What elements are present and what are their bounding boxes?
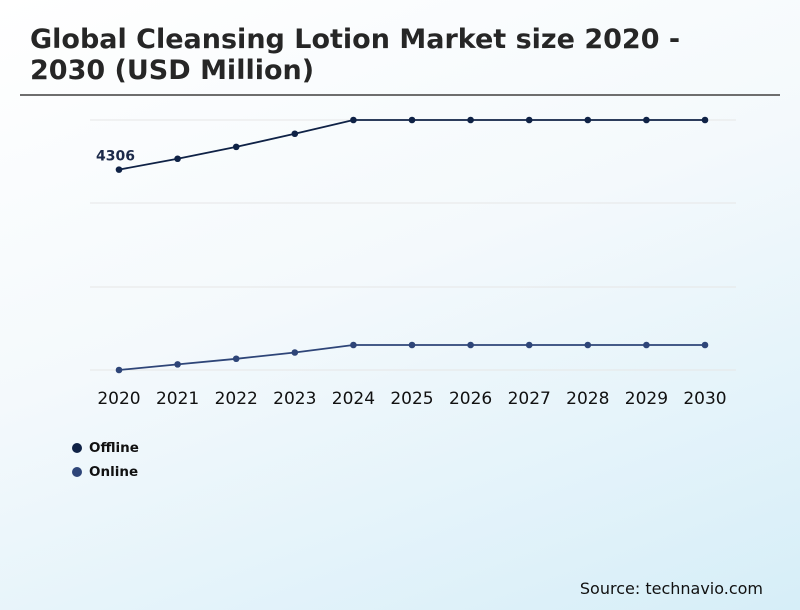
data-point-offline-2025 (408, 116, 416, 124)
x-tick-label-2025: 2025 (390, 389, 433, 409)
x-tick-label-2030: 2030 (683, 389, 726, 409)
data-point-offline-2021 (174, 155, 181, 163)
data-point-offline-2030 (701, 116, 709, 124)
data-point-offline-2026 (467, 116, 474, 124)
x-tick-label-2020: 2020 (97, 389, 140, 409)
line-chart: 4306 2020 2021 2022 2023 2024 2025 2026 2027 202… (90, 116, 736, 409)
series-lines (115, 116, 709, 374)
data-label-offline-2020: 4306 (96, 149, 135, 165)
data-point-online-2023 (291, 349, 299, 356)
x-tick-label-2026: 2026 (449, 389, 492, 409)
x-tick-label-2027: 2027 (508, 389, 551, 409)
data-point-offline-2023 (291, 130, 299, 138)
data-point-online-2022 (232, 355, 240, 363)
data-point-online-2028 (584, 341, 592, 349)
x-tick-label-2022: 2022 (215, 389, 258, 409)
x-tick-label-2029: 2029 (625, 389, 668, 409)
data-point-online-2021 (174, 361, 181, 368)
source-credit: Source: technavio.com (579, 579, 763, 598)
data-point-online-2029 (643, 341, 650, 349)
legend-label-offline: Offline (89, 440, 139, 456)
series-line-online (118, 344, 705, 371)
data-point-offline-2020 (115, 166, 123, 173)
data-point-online-2025 (408, 341, 416, 349)
legend-label-online: Online (89, 464, 139, 480)
data-point-offline-2029 (643, 116, 650, 124)
legend-item-offline[interactable]: Offline (72, 436, 139, 460)
series-line-offline (118, 119, 705, 171)
data-labels: 4306 (96, 149, 135, 165)
x-axis-tick-labels: 2020 2021 2022 2023 2024 2025 2026 2027 2028 2029… (97, 389, 726, 409)
data-point-online-2020 (115, 366, 123, 374)
x-tick-label-2023: 2023 (273, 389, 316, 409)
legend-swatch-online (72, 467, 82, 477)
data-point-online-2030 (701, 341, 709, 349)
data-point-offline-2028 (584, 116, 592, 124)
data-point-offline-2027 (525, 116, 533, 124)
data-point-offline-2022 (232, 143, 240, 151)
data-point-online-2026 (467, 341, 474, 349)
data-point-online-2027 (525, 341, 533, 349)
legend-swatch-offline (72, 443, 82, 453)
legend: Offline Online (72, 436, 139, 484)
x-tick-label-2028: 2028 (566, 389, 609, 409)
title-divider (20, 94, 780, 96)
x-tick-label-2024: 2024 (332, 389, 375, 409)
data-point-offline-2024 (350, 116, 357, 124)
data-point-online-2024 (350, 341, 357, 349)
x-tick-label-2021: 2021 (156, 389, 199, 409)
legend-item-online[interactable]: Online (72, 460, 139, 484)
chart-title: Global Cleansing Lotion Market size 2020… (30, 24, 681, 86)
